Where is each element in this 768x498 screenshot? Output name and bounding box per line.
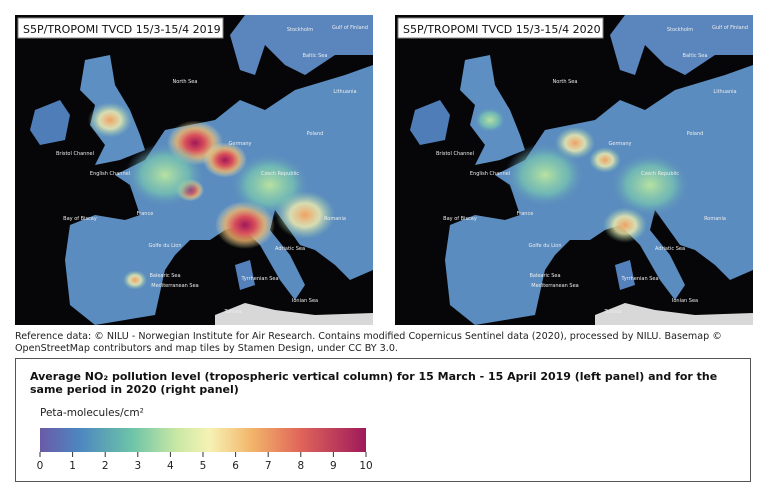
- map-label: Tyrrhenian Sea: [620, 276, 658, 282]
- map-label: Ionian Sea: [672, 298, 698, 304]
- map-label: Lithuania: [333, 89, 356, 95]
- map-label: Bay of Biscay: [63, 216, 97, 222]
- map-label: France: [137, 211, 154, 217]
- tick-label: 3: [134, 460, 141, 472]
- map-label: Germany: [229, 141, 252, 147]
- map-label: Stockholm: [287, 27, 313, 33]
- map-label: Mediterranean Sea: [531, 283, 578, 289]
- no2-hotspot: [88, 102, 132, 138]
- map-label: Gulf of Finland: [712, 25, 748, 31]
- colorbar: 0 1 2 3 4 5 6 7 8 9 10: [37, 428, 373, 472]
- map-label: Balearic Sea: [149, 273, 180, 279]
- tick-label: 7: [265, 460, 272, 472]
- map-label: Bristol Channel: [436, 151, 474, 157]
- map-label: Poland: [307, 131, 324, 137]
- map-label: Balearic Sea: [529, 273, 560, 279]
- tick-label: 1: [69, 460, 76, 472]
- map-panel: North Sea Baltic Sea Stockholm Gulf of Finl…: [15, 15, 373, 325]
- map-label: Gulf of Finland: [332, 25, 368, 31]
- map-label: Stockholm: [667, 27, 693, 33]
- panel-title: S5P/TROPOMI TVCD 15/3-15/4 2020: [403, 23, 601, 36]
- tick-label: 9: [330, 460, 337, 472]
- map-label: Poland: [687, 131, 704, 137]
- tick-label: 2: [102, 460, 109, 472]
- map-label: Bay of Biscay: [443, 216, 477, 222]
- no2-hotspot: [589, 147, 621, 173]
- map-label: Ionian Sea: [292, 298, 318, 304]
- map-label: Golfe du Lion: [528, 243, 561, 249]
- no2-hotspot: [603, 207, 647, 243]
- map-label: North Sea: [553, 79, 578, 85]
- map-label: Adriatic Sea: [275, 246, 305, 252]
- map-label: Baltic Sea: [683, 53, 708, 59]
- panel-title: S5P/TROPOMI TVCD 15/3-15/4 2019: [23, 23, 221, 36]
- map-label: Golfe du Lion: [148, 243, 181, 249]
- tick-label: 0: [37, 460, 44, 472]
- no2-hotspot: [610, 153, 690, 217]
- no2-hotspot: [123, 270, 147, 290]
- panel-title-box: [397, 17, 604, 39]
- map-label: Tunisia: [223, 309, 241, 315]
- map-label: Czech Republic: [641, 171, 679, 177]
- colorbar-scale: [40, 428, 366, 452]
- map-label: Lithuania: [713, 89, 736, 95]
- map-label: Czech Republic: [261, 171, 299, 177]
- legend-unit: Peta-molecules/cm²: [40, 407, 144, 419]
- map-label: Romania: [704, 216, 726, 222]
- map-label: Adriatic Sea: [655, 246, 685, 252]
- no2-hotspot: [474, 107, 506, 133]
- tick-label: 5: [200, 460, 207, 472]
- map-label: France: [517, 211, 534, 217]
- tick-label: 6: [232, 460, 239, 472]
- legend-title: Average NO₂ pollution level (tropospheri…: [30, 370, 718, 396]
- map-label: Romania: [324, 216, 346, 222]
- no2-hotspot: [275, 191, 335, 239]
- panel-title-box: [17, 17, 224, 39]
- map-label: English Channel: [470, 171, 510, 177]
- legend-box: Average NO₂ pollution level (tropospheri…: [15, 358, 751, 482]
- map-label: English Channel: [90, 171, 130, 177]
- tick-label: 4: [167, 460, 174, 472]
- tick-label: 8: [297, 460, 304, 472]
- reference-text: Reference data: © NILU - Norwegian Insti…: [15, 331, 722, 354]
- map-label: Mediterranean Sea: [151, 283, 198, 289]
- maps: North Sea Baltic Sea Stockholm Gulf of Finl…: [15, 15, 753, 325]
- map-label: Germany: [609, 141, 632, 147]
- no2-hotspot: [505, 143, 585, 207]
- map-label: Tunisia: [603, 309, 621, 315]
- map-label: Bristol Channel: [56, 151, 94, 157]
- no2-hotspot: [125, 143, 205, 207]
- map-panel: North Sea Baltic Sea Stockholm Gulf of Finl…: [395, 15, 753, 325]
- tick-label: 10: [359, 460, 372, 472]
- map-label: Baltic Sea: [303, 53, 328, 59]
- map-label: Tyrrhenian Sea: [240, 276, 278, 282]
- map-label: North Sea: [173, 79, 198, 85]
